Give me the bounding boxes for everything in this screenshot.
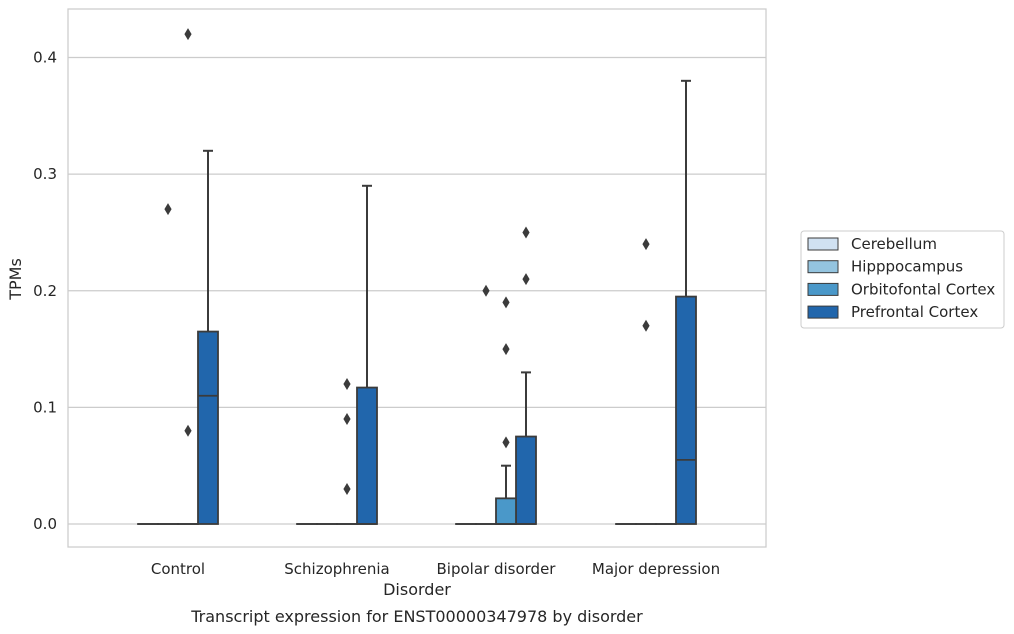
gridlines — [68, 56, 766, 525]
box — [177, 28, 199, 525]
legend-label: Prefrontal Cortex — [851, 303, 978, 321]
y-axis-ticks: 0.0 0.1 0.2 0.3 0.4 — [33, 49, 57, 534]
y-axis-title: TPMs — [6, 258, 25, 301]
legend-swatch — [807, 282, 839, 296]
y-tick-label: 0.3 — [33, 165, 57, 183]
y-tick-label: 0.0 — [33, 515, 57, 533]
x-axis-ticks: Control Schizophrenia Bipolar disorder Majo… — [151, 560, 720, 578]
outlier-point — [184, 424, 192, 437]
outlier-point — [343, 413, 351, 426]
outlier-point — [642, 238, 650, 251]
box — [475, 284, 497, 525]
box — [495, 296, 517, 525]
plot-frame — [67, 8, 767, 548]
box — [515, 226, 537, 525]
outlier-point — [502, 343, 510, 356]
x-tick-label: Schizophrenia — [284, 560, 389, 578]
outlier-point — [502, 436, 510, 449]
y-tick-label: 0.2 — [33, 282, 57, 300]
legend-swatch — [807, 237, 839, 251]
x-tick-label: Control — [151, 560, 205, 578]
chart-caption: Transcript expression for ENST0000034797… — [190, 607, 643, 626]
box-body — [197, 330, 219, 525]
box-body — [356, 386, 378, 525]
box — [157, 203, 179, 525]
legend-label: Hipppocampus — [851, 258, 963, 276]
x-tick-label: Major depression — [592, 560, 720, 578]
x-axis-title: Disorder — [383, 580, 451, 599]
outlier-point — [502, 296, 510, 309]
legend-swatch — [807, 260, 839, 274]
x-tick-label: Bipolar disorder — [437, 560, 557, 578]
legend-label: Cerebellum — [851, 235, 937, 253]
outlier-point — [343, 483, 351, 496]
box — [635, 238, 657, 525]
box — [356, 184, 378, 525]
box-body — [495, 497, 517, 525]
outlier-point — [522, 226, 530, 239]
outlier-point — [522, 273, 530, 286]
outlier-point — [343, 378, 351, 391]
box-body — [515, 435, 537, 525]
box — [197, 149, 219, 525]
outlier-point — [164, 203, 172, 216]
legend: Cerebellum Hipppocampus Orbitofontal Corte… — [800, 230, 1005, 329]
legend-label: Orbitofontal Cortex — [851, 280, 995, 298]
box — [675, 79, 697, 525]
y-tick-label: 0.4 — [33, 49, 57, 67]
box-body — [675, 295, 697, 525]
outlier-point — [482, 284, 490, 297]
outlier-point — [642, 319, 650, 332]
box — [336, 378, 358, 525]
legend-swatch — [807, 305, 839, 319]
legend-frame — [800, 230, 1005, 329]
box-series — [137, 28, 697, 525]
outlier-point — [184, 28, 192, 41]
y-tick-label: 0.1 — [33, 398, 57, 416]
